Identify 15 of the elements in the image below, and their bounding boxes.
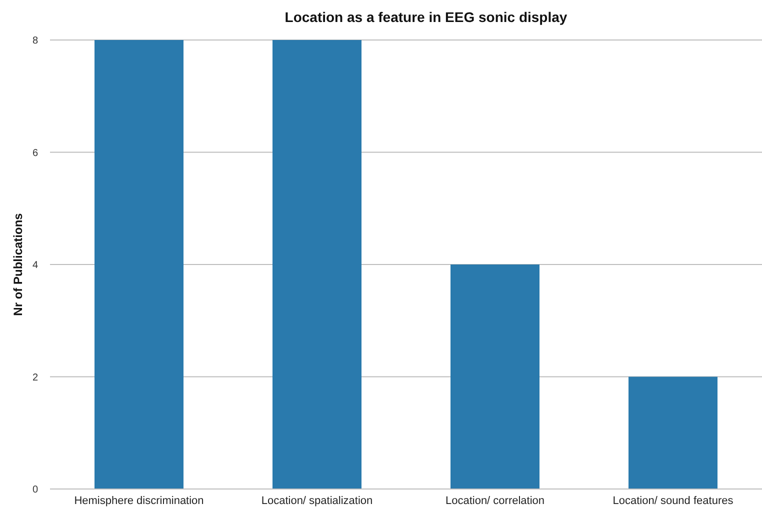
bar bbox=[94, 40, 184, 489]
y-tick-label: 4 bbox=[32, 260, 38, 271]
bar bbox=[272, 40, 362, 489]
x-tick-label: Location/ sound features bbox=[612, 495, 734, 507]
bar bbox=[450, 264, 540, 489]
bar bbox=[628, 376, 718, 489]
y-tick-label: 8 bbox=[32, 36, 38, 46]
chart-title: Location as a feature in EEG sonic display bbox=[284, 9, 568, 25]
y-axis-title: Nr of Publications bbox=[11, 212, 25, 316]
x-tick-label: Location/ correlation bbox=[445, 495, 545, 507]
x-tick-label: Location/ spatialization bbox=[261, 495, 373, 507]
y-tick-label: 6 bbox=[32, 148, 38, 159]
x-tick-label: Hemisphere discrimination bbox=[74, 495, 204, 507]
y-tick-label: 0 bbox=[32, 484, 38, 496]
y-tick-label: 2 bbox=[32, 372, 38, 384]
